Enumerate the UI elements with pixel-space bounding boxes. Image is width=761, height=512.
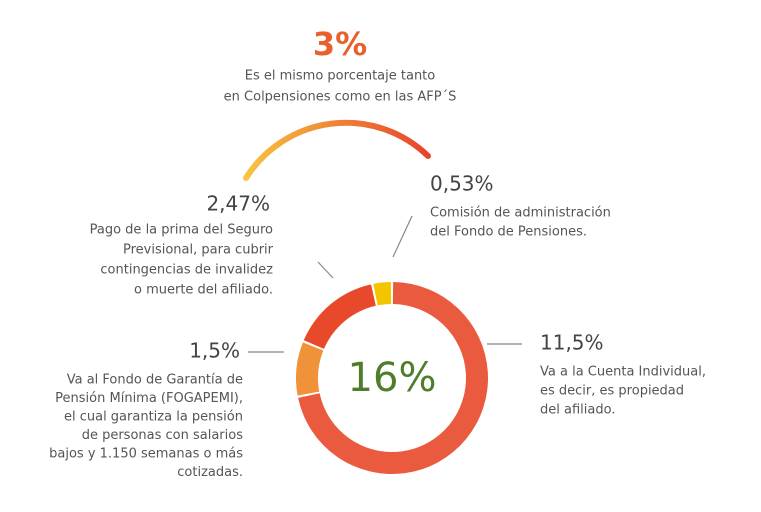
- description: del Fondo de Pensiones.: [430, 225, 587, 240]
- leader-line: [317, 261, 334, 279]
- value-label: 1,5%: [189, 339, 240, 363]
- description: Va al Fondo de Garantía de: [67, 373, 243, 388]
- value-label: 11,5%: [540, 331, 604, 355]
- donut-segment: [373, 282, 392, 306]
- value-label: 0,53%: [430, 172, 494, 196]
- description: cotizadas.: [177, 465, 243, 480]
- subtitle: en Colpensiones como en las AFP´S: [224, 90, 457, 105]
- donut-segment: [296, 342, 324, 396]
- description: Pago de la prima del Seguro: [90, 223, 273, 238]
- description: o muerte del afiliado.: [134, 283, 273, 298]
- title: 3%: [313, 25, 367, 63]
- description: el cual garantiza la pensión: [64, 410, 243, 425]
- description: del afiliado.: [540, 403, 615, 418]
- description: de personas con salarios: [82, 428, 244, 443]
- decorative-arc: [243, 119, 431, 181]
- leader-line: [392, 215, 413, 258]
- description: contingencias de invalidez: [100, 263, 273, 278]
- donut-segment: [303, 284, 376, 349]
- value-label: 2,47%: [206, 192, 270, 216]
- description: Previsional, para cubrir: [123, 243, 274, 258]
- center-label: 16%: [348, 355, 437, 401]
- description: Va a la Cuenta Individual,: [540, 365, 706, 380]
- description: es decir, es propiedad: [540, 384, 684, 399]
- subtitle: Es el mismo porcentaje tanto: [245, 69, 436, 84]
- description: bajos y 1.150 semanas o más: [49, 447, 243, 462]
- description: Pensión Mínima (FOGAPEMI),: [55, 391, 243, 406]
- description: Comisión de administración: [430, 206, 611, 221]
